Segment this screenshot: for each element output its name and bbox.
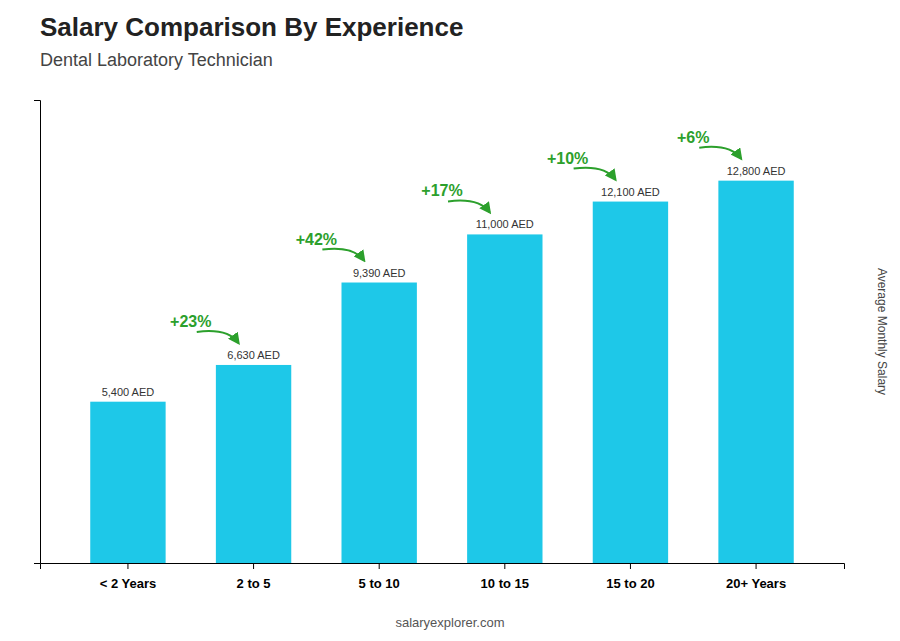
x-tick: 15 to 20 [606,563,654,591]
x-tick-label: 10 to 15 [481,576,529,591]
bar [90,402,165,563]
growth-label: +6% [677,129,709,146]
annotations: +23% +42% +17% +10% +6% [170,129,741,343]
plot: < 2 Years 2 to 5 5 to 10 10 to 15 15 to 20 20… [34,101,845,591]
growth-label: +42% [296,231,337,248]
growth-label: +23% [170,313,211,330]
growth-label: +10% [547,150,588,167]
x-tick-mark [756,563,757,569]
bar [342,283,417,563]
growth-arrow [699,147,741,159]
growth-arrow [574,168,616,180]
growth-arrow [448,201,490,213]
x-tick: 10 to 15 [481,563,529,591]
data-label: 6,630 AED [227,349,280,361]
x-tick-mark [630,563,631,569]
x-tick: 20+ Years [726,563,786,591]
x-tick-label: 15 to 20 [606,576,654,591]
bar [718,181,793,563]
y-axis [34,101,41,564]
bar [216,365,291,563]
subtitle: Dental Laboratory Technician [40,50,273,70]
bar [467,234,542,563]
data-label: 9,390 AED [353,267,406,279]
x-tick-label: < 2 Years [100,576,157,591]
y-axis-title: Average Monthly Salary [875,268,889,395]
x-tick-label: 2 to 5 [237,576,271,591]
growth-label: +17% [421,182,462,199]
growth-arrow [197,331,239,343]
data-label: 12,800 AED [727,165,786,177]
x-tick-mark [504,563,505,569]
x-tick-mark [127,563,128,569]
x-tick: < 2 Years [100,563,157,591]
bars [90,181,794,563]
x-axis: < 2 Years 2 to 5 5 to 10 10 to 15 15 to 20 20… [41,563,845,591]
bar [593,202,668,563]
x-tick-mark [379,563,380,569]
data-label: 12,100 AED [601,186,660,198]
data-label: 5,400 AED [102,386,155,398]
footer: salaryexplorer.com [395,615,504,630]
x-tick: 2 to 5 [237,563,271,591]
y-axis-line [34,101,41,564]
x-tick-label: 5 to 10 [359,576,400,591]
growth-arrow [322,249,364,261]
chart: Salary Comparison By Experience Dental La… [0,0,900,641]
data-labels: 5,400 AED 6,630 AED 9,390 AED 11,000 AED 12,… [102,165,786,398]
title: Salary Comparison By Experience [40,12,463,42]
data-label: 11,000 AED [476,218,534,230]
x-axis-line [41,564,845,570]
x-tick: 5 to 10 [359,563,400,591]
x-tick-mark [253,563,254,569]
x-tick-label: 20+ Years [726,576,786,591]
